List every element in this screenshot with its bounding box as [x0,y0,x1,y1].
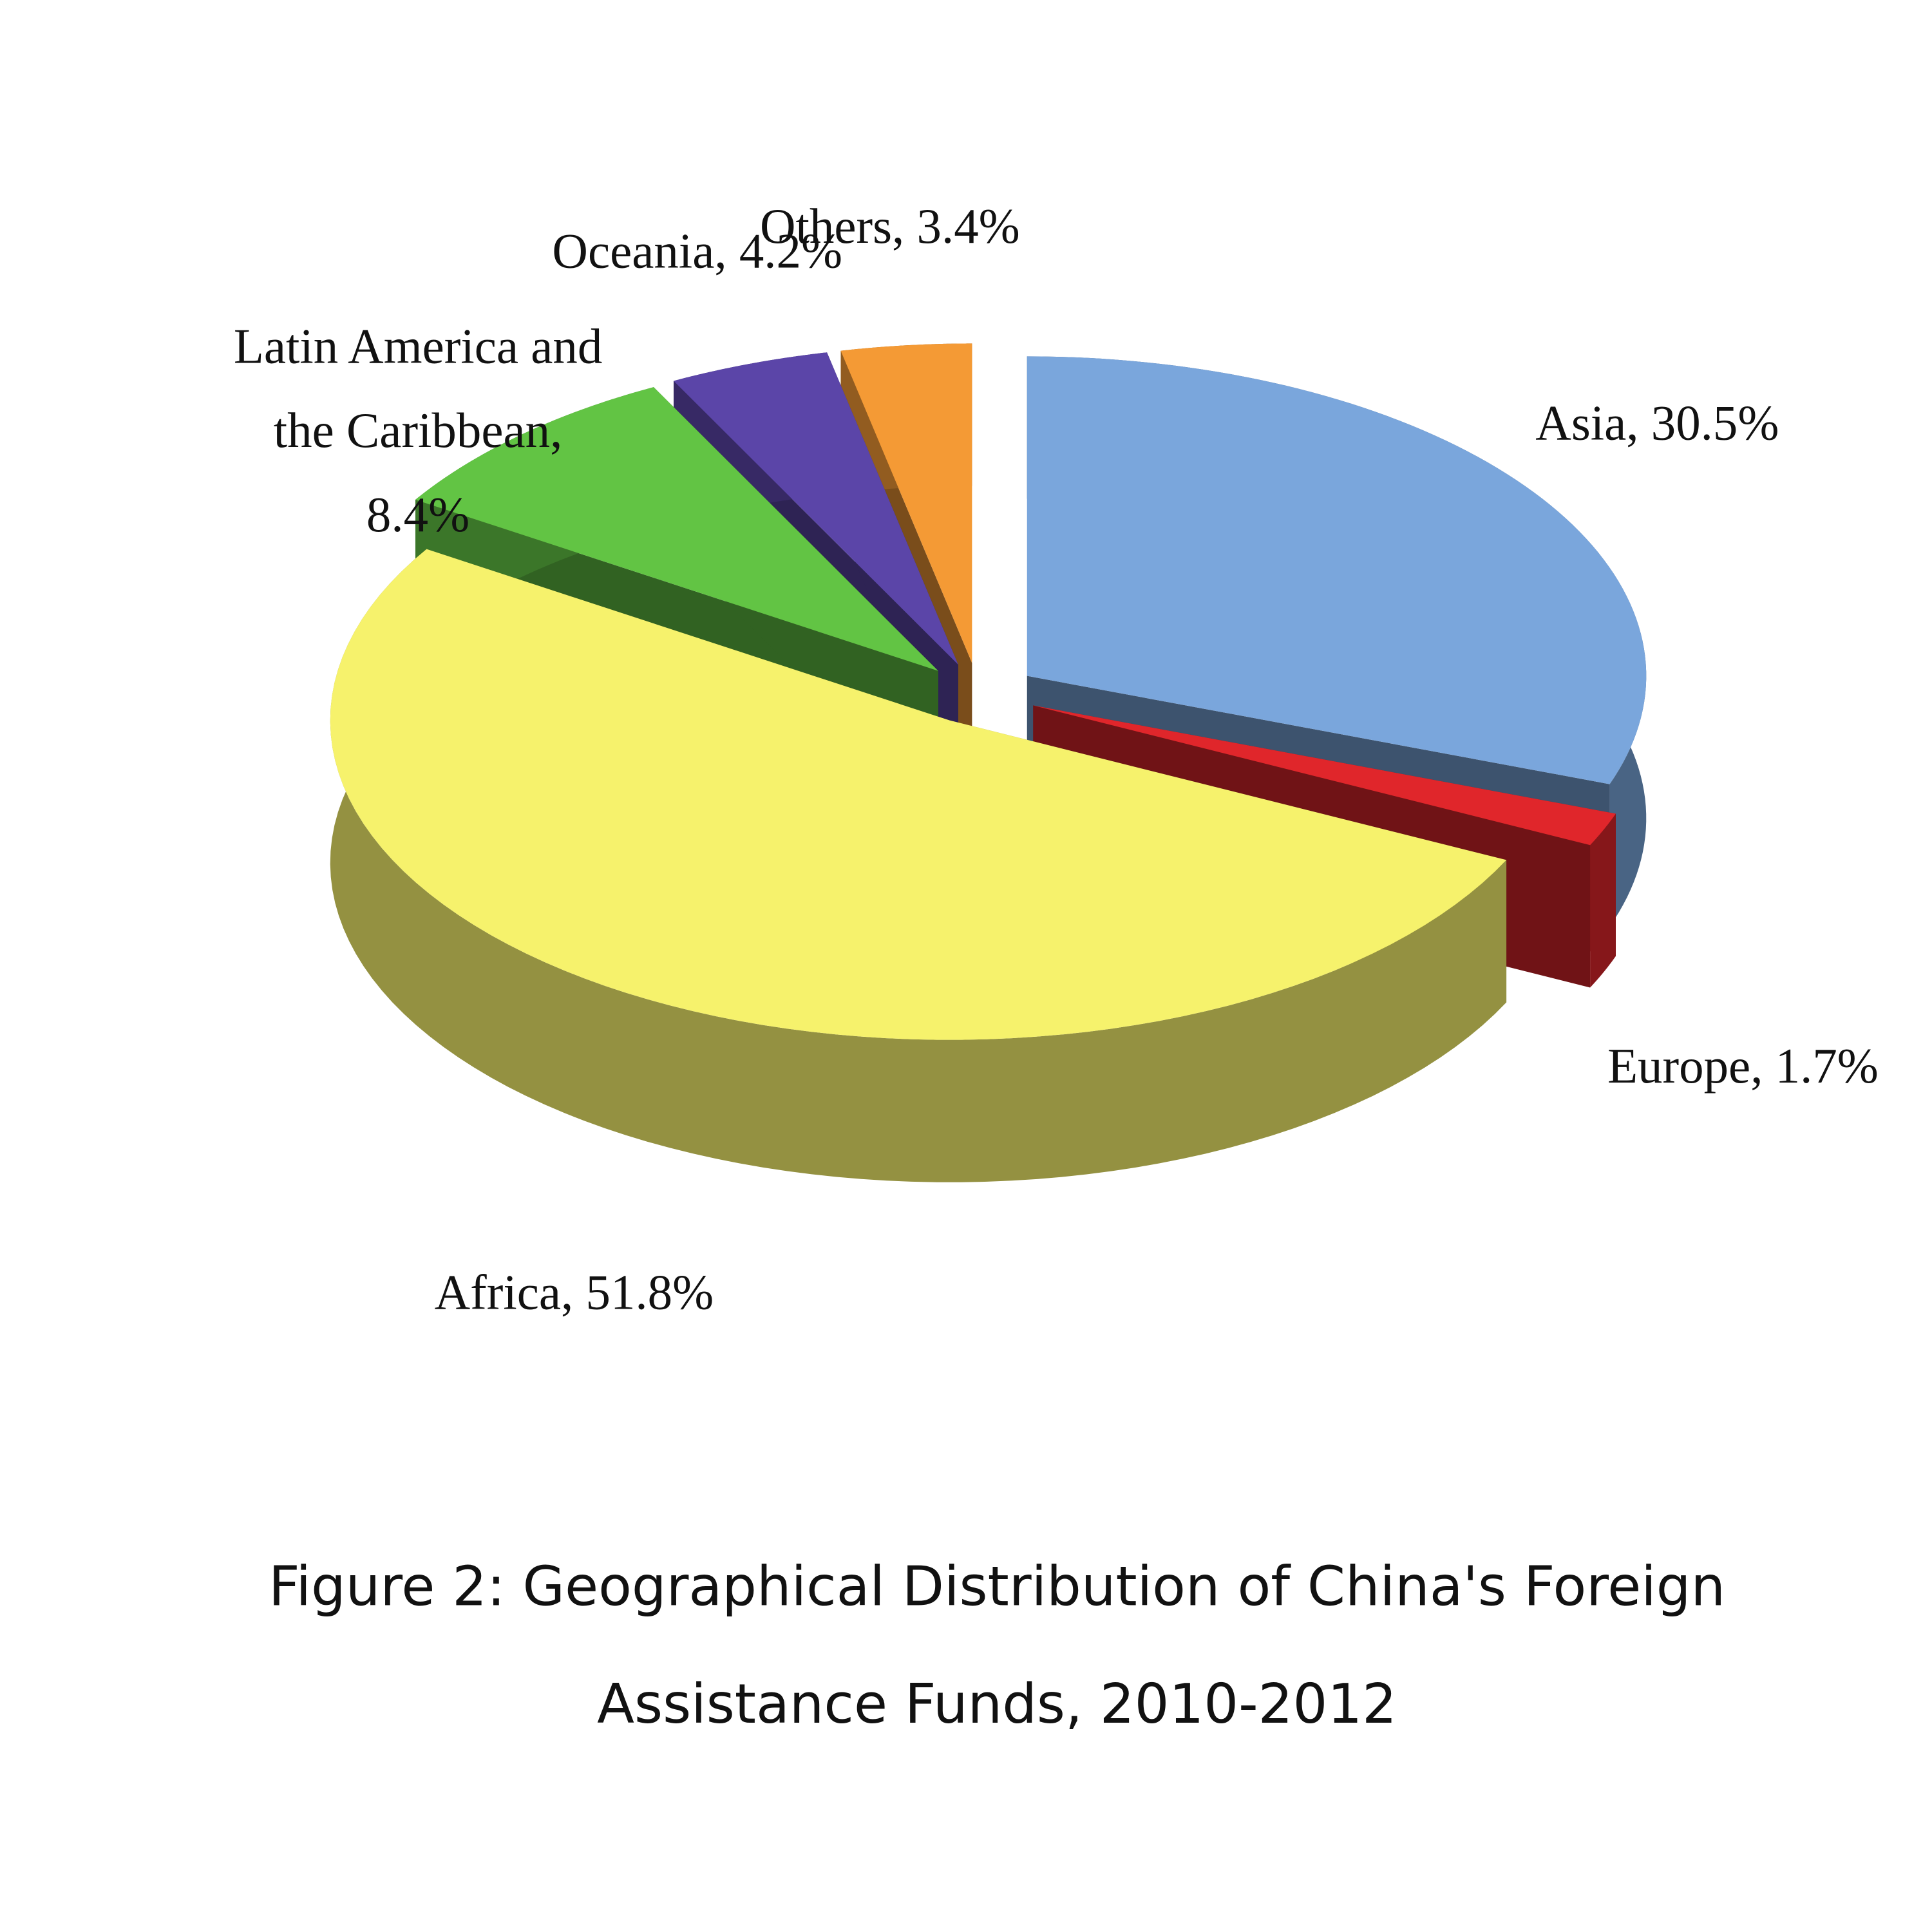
data-label: Asia, 30.5% [1535,394,1779,451]
slice-top [330,549,1507,1040]
slice-wall [330,549,1507,1182]
slice-top [1033,705,1616,846]
data-label-box: Asia, 30.5% [1535,394,1779,451]
data-label-box: Latin America and the Caribbean, 8.4% [233,318,603,543]
data-label: Africa, 51.8% [434,1264,714,1321]
slice [330,549,1507,1182]
caption-box: Figure 2: Geographical Distribution of C… [269,1555,1726,1736]
data-label: Latin America and the Caribbean, 8.4% [233,318,603,543]
data-label-box: Others, 3.4% [759,198,1020,254]
slice-top [674,352,958,665]
pie [330,343,1647,1182]
data-label-box: Europe, 1.7% [1607,1037,1879,1094]
data-label: Others, 3.4% [759,198,1020,254]
data-label-box: Oceania, 4.2% [552,223,843,279]
chart-title: Figure 2: Geographical Distribution of C… [269,1555,1726,1736]
data-label: Europe, 1.7% [1607,1037,1879,1094]
slice-top [1027,356,1647,784]
data-label-box: Africa, 51.8% [434,1264,714,1321]
slice-wall [1590,813,1616,988]
slice-top [415,387,938,671]
data-label: Oceania, 4.2% [552,223,843,279]
slice-top [840,343,972,663]
